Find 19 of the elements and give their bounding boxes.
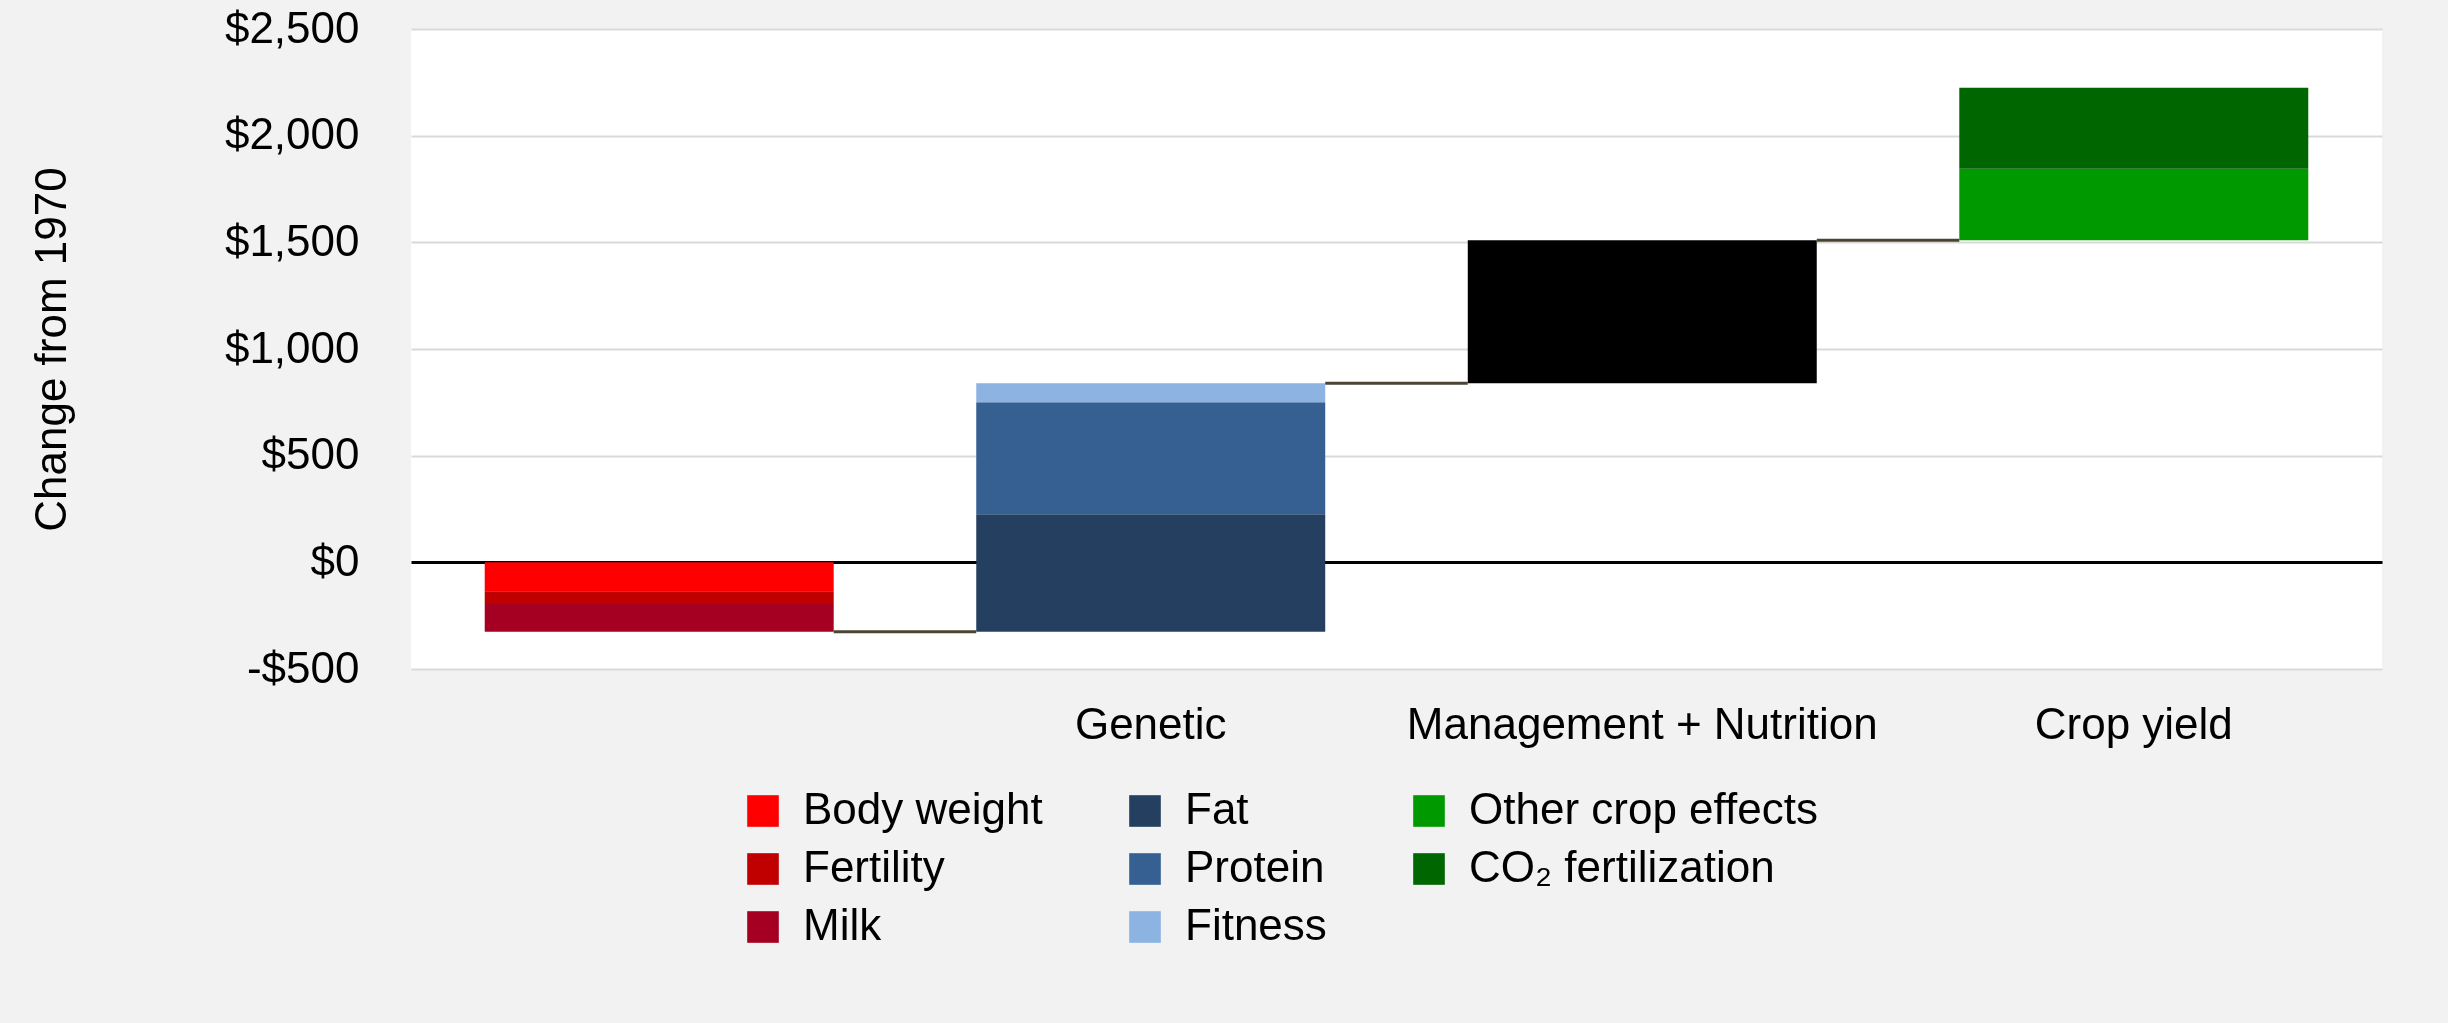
x-tick-label: Crop yield (2034, 698, 2233, 748)
y-tick-label: $500 (261, 429, 360, 479)
y-tick-label: -$500 (246, 642, 360, 692)
legend-label: Body weight (803, 784, 1043, 833)
y-tick-label: $1,000 (224, 322, 360, 372)
legend-label: Fat (1185, 784, 1249, 833)
x-tick-label: Management + Nutrition (1406, 698, 1878, 748)
y-tick-label: $2,000 (224, 109, 360, 159)
y-axis-title: Change from 1970 (25, 167, 75, 532)
legend-label: Milk (803, 900, 883, 949)
y-tick-label: $0 (310, 535, 360, 585)
y-tick-label: $2,500 (224, 2, 360, 52)
legend-label: Fitness (1185, 900, 1327, 949)
legend-label: CO₂ fertilization (1469, 842, 1775, 891)
legend-label: Fertility (803, 842, 945, 891)
x-tick-label: Genetic (1074, 698, 1227, 748)
y-tick-label: $1,500 (224, 215, 360, 265)
legend-label: Other crop effects (1469, 784, 1818, 833)
legend-label: Protein (1185, 842, 1325, 891)
